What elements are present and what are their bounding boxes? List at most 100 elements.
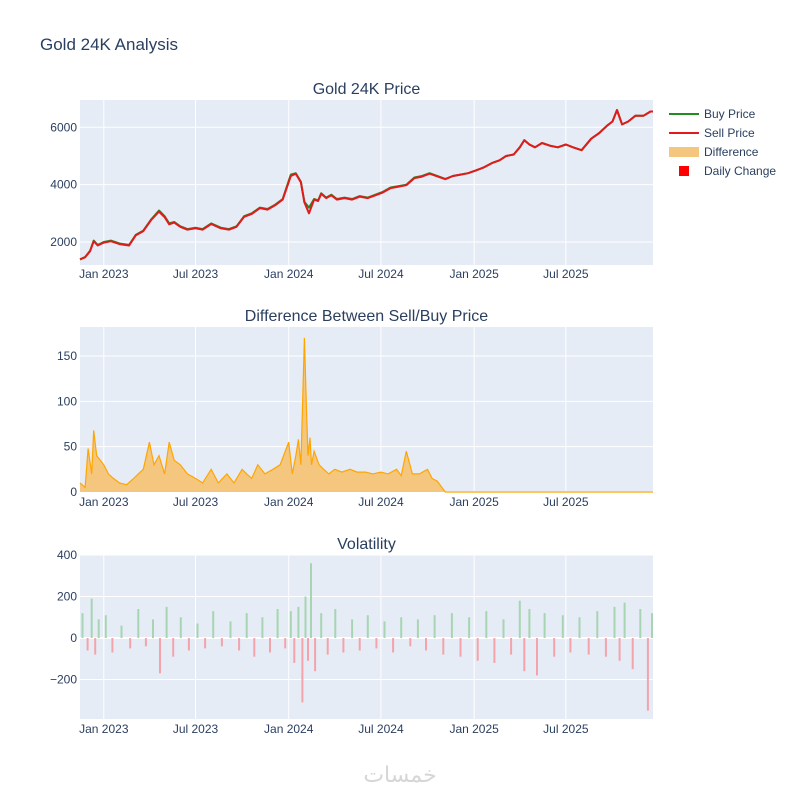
price-panel-title: Gold 24K Price xyxy=(313,81,421,98)
volatility-bar-negative xyxy=(301,638,304,703)
volatility-panel-title: Volatility xyxy=(337,536,396,553)
legend-item: Daily Change xyxy=(679,164,776,178)
volatility-bar-negative xyxy=(159,638,161,674)
volatility-x-axis: Jan 2023 Jul 2023 Jan 2024 Jul 2024 Jan 2025… xyxy=(79,722,589,736)
y-tick-label: 200 xyxy=(57,590,77,604)
volatility-bar-negative xyxy=(111,638,114,653)
volatility-bar-positive xyxy=(137,609,140,639)
volatility-bar-negative xyxy=(204,638,207,649)
x-tick-label: Jan 2024 xyxy=(264,722,314,736)
volatility-bar-negative xyxy=(129,638,132,649)
volatility-bar-negative xyxy=(409,638,412,647)
price-x-axis: Jan 2023 Jul 2023 Jan 2024 Jul 2024 Jan 2025… xyxy=(79,267,589,281)
volatility-gridlines xyxy=(80,554,653,719)
legend-label: Daily Change xyxy=(704,164,776,178)
x-tick-label: Jan 2024 xyxy=(264,495,314,509)
volatility-bar-positive xyxy=(245,613,248,638)
volatility-bar-positive xyxy=(196,623,199,638)
legend-item: Sell Price xyxy=(669,126,755,140)
volatility-bar-positive xyxy=(165,606,168,638)
volatility-bar-positive xyxy=(152,619,154,639)
volatility-bar-negative xyxy=(618,638,621,661)
volatility-bar-positive xyxy=(261,617,264,639)
y-tick-label: 50 xyxy=(64,440,78,454)
volatility-bar-negative xyxy=(144,638,147,647)
x-tick-label: Jul 2023 xyxy=(173,267,219,281)
volatility-bar-negative xyxy=(631,638,634,670)
volatility-panel: −200 0 200 400 Jan 2023 Jul 2023 Jan 2024 Jul … xyxy=(50,536,653,736)
difference-y-axis: 0 50 100 150 xyxy=(57,349,77,499)
volatility-bar-negative xyxy=(459,638,462,657)
volatility-bar-positive xyxy=(120,625,123,639)
volatility-bar-negative xyxy=(220,638,223,647)
volatility-bar-positive xyxy=(310,563,312,638)
volatility-bar-positive xyxy=(304,596,307,638)
volatility-bar-negative xyxy=(375,638,378,649)
volatility-bar-positive xyxy=(366,615,369,638)
x-tick-label: Jul 2024 xyxy=(358,495,404,509)
x-tick-label: Jul 2025 xyxy=(543,267,589,281)
volatility-bar-positive xyxy=(561,615,564,638)
volatility-bar-positive xyxy=(351,619,354,639)
legend-label: Sell Price xyxy=(704,126,755,140)
volatility-bar-negative xyxy=(94,638,97,655)
volatility-bar-negative xyxy=(187,638,190,651)
volatility-bar-positive xyxy=(104,615,107,638)
volatility-bar-positive xyxy=(179,617,182,639)
difference-line xyxy=(79,337,653,493)
volatility-bar-positive xyxy=(320,613,323,638)
volatility-bar-positive xyxy=(297,606,300,638)
x-tick-label: Jan 2023 xyxy=(79,722,129,736)
volatility-bar-negative xyxy=(604,638,607,657)
price-gridlines xyxy=(80,100,653,265)
watermark: خمسات xyxy=(363,762,436,787)
difference-panel-title: Difference Between Sell/Buy Price xyxy=(245,308,488,325)
volatility-bar-positive xyxy=(502,619,505,639)
price-lines xyxy=(79,109,653,261)
volatility-bar-negative xyxy=(284,638,287,649)
x-tick-label: Jan 2025 xyxy=(449,495,499,509)
x-tick-label: Jan 2023 xyxy=(79,267,129,281)
volatility-bar-negative xyxy=(307,638,309,661)
difference-x-axis: Jan 2023 Jul 2023 Jan 2024 Jul 2024 Jan 2025… xyxy=(79,495,589,509)
x-tick-label: Jul 2025 xyxy=(543,722,589,736)
difference-area xyxy=(79,337,653,493)
volatility-bar-positive xyxy=(639,609,642,639)
x-tick-label: Jul 2023 xyxy=(173,722,219,736)
volatility-plot-background xyxy=(80,555,653,719)
volatility-bar-negative xyxy=(425,638,427,651)
volatility-bar-negative xyxy=(253,638,256,657)
volatility-bar-negative xyxy=(493,638,496,663)
volatility-bar-negative xyxy=(86,638,89,651)
volatility-bar-positive xyxy=(543,613,546,638)
volatility-bar-positive xyxy=(276,609,279,639)
volatility-bar-positive xyxy=(468,617,471,639)
volatility-bar-positive xyxy=(433,615,436,638)
volatility-bar-positive xyxy=(229,621,232,638)
volatility-bar-negative xyxy=(442,638,445,655)
volatility-bar-positive xyxy=(400,617,403,639)
volatility-bar-negative xyxy=(553,638,556,657)
volatility-bar-negative xyxy=(536,638,538,676)
x-tick-label: Jul 2024 xyxy=(358,722,404,736)
x-tick-label: Jan 2023 xyxy=(79,495,129,509)
x-tick-label: Jan 2025 xyxy=(449,722,499,736)
figure-title: Gold 24K Analysis xyxy=(40,35,178,54)
volatility-y-axis: −200 0 200 400 xyxy=(50,548,77,687)
volatility-bar-negative xyxy=(510,638,513,655)
volatility-bar-positive xyxy=(623,602,626,638)
volatility-bar-negative xyxy=(293,638,296,663)
price-panel: 2000 4000 6000 Jan 2023 Jul 2023 Jan 2024 Jul… xyxy=(50,81,653,281)
volatility-bar-positive xyxy=(596,611,599,639)
volatility-bar-negative xyxy=(269,638,271,653)
volatility-bar-positive xyxy=(651,613,653,638)
price-plot-background xyxy=(80,100,653,265)
volatility-bar-positive xyxy=(97,619,100,639)
volatility-bar-negative xyxy=(238,638,241,651)
legend: Buy Price Sell Price Difference Daily Chang… xyxy=(669,107,776,178)
x-tick-label: Jul 2024 xyxy=(358,267,404,281)
volatility-bar-negative xyxy=(523,638,526,672)
volatility-bar-positive xyxy=(334,609,337,639)
volatility-bar-positive xyxy=(450,613,453,638)
